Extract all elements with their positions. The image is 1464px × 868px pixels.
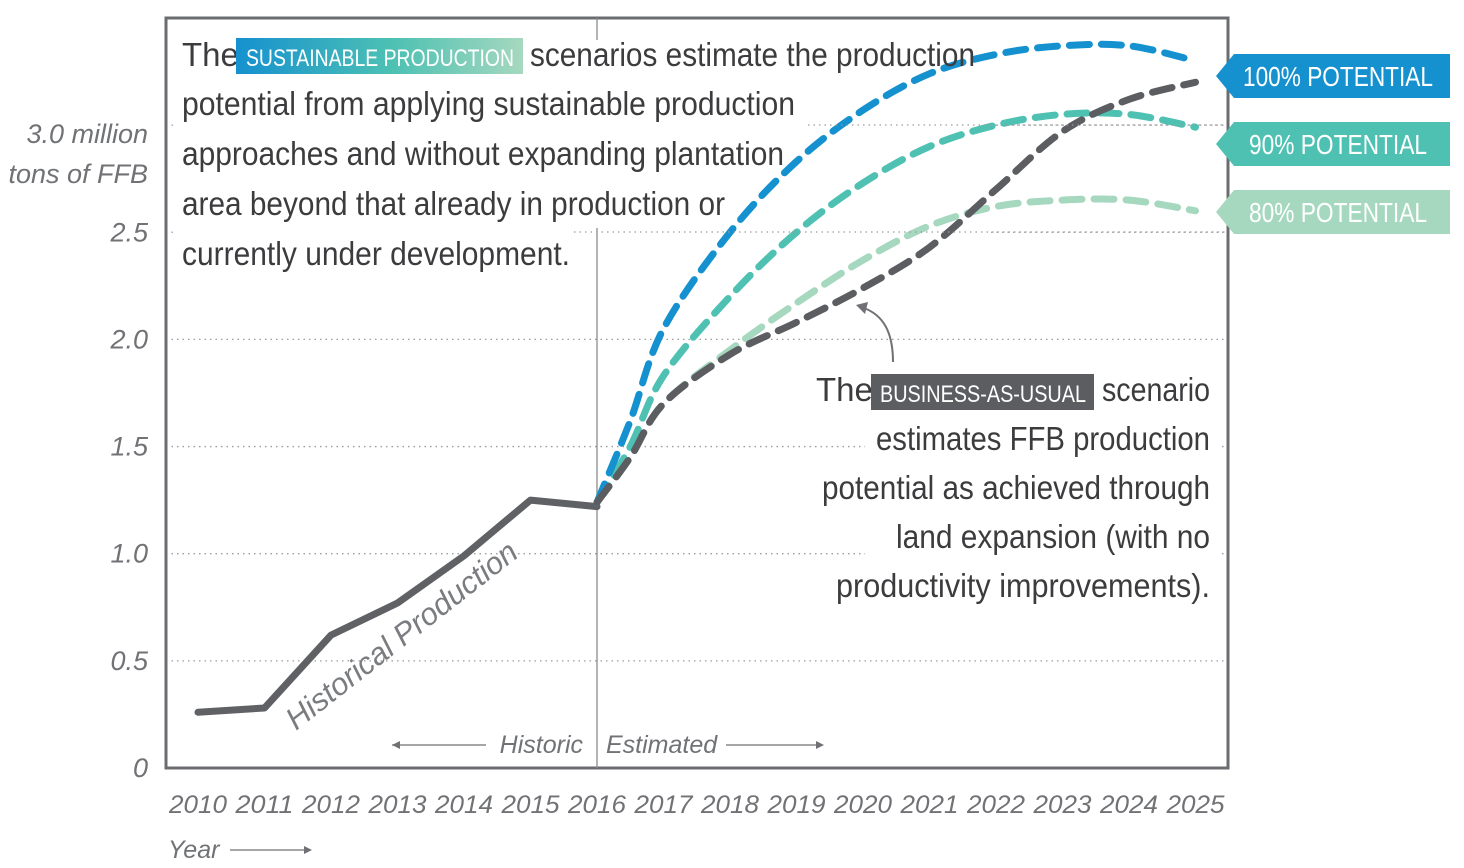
legend-tag-p100 (1216, 54, 1450, 98)
y-tick-label-0-5: 0.5 (110, 646, 149, 676)
sustainable-highlight-text: SUSTAINABLE PRODUCTION (246, 45, 514, 72)
legend-label-p100: 100% POTENTIAL (1243, 61, 1433, 92)
y-tick-label-2-0: 2.0 (109, 324, 148, 354)
y-tick-label-1-0: 1.0 (110, 539, 148, 569)
sustainable-line-4: currently under development. (182, 235, 570, 272)
x-tick-label-2016: 2016 (567, 791, 626, 819)
x-tick-label-2012: 2012 (301, 791, 360, 819)
series-line-p90 (593, 109, 1199, 506)
bau-highlight-text: BUSINESS-AS-USUAL (880, 381, 1086, 408)
series-line-historical (194, 496, 601, 716)
x-tick-label-2013: 2013 (367, 791, 426, 819)
x-tick-label-2020: 2020 (833, 791, 892, 819)
y-tick-label-1-5: 1.5 (110, 432, 149, 462)
historic-label: Historic (500, 731, 584, 759)
y-axis-title-line1: 3.0 million (26, 119, 148, 149)
bau-line-3: land expansion (with no (896, 518, 1210, 555)
bau-line-1: estimates FFB production (876, 420, 1210, 457)
bau-highlight-box (871, 374, 1094, 410)
x-tick-label-2021: 2021 (899, 791, 958, 819)
x-tick-label-2011: 2011 (234, 791, 293, 819)
historical-production-label: Historical Production (279, 534, 525, 737)
sustainable-highlight-box (236, 38, 523, 74)
sustainable-line-2: approaches and without expanding plantat… (182, 135, 784, 172)
sustainable-line-1: potential from applying sustainable prod… (182, 85, 795, 122)
series-group (194, 40, 1199, 716)
legend-label-p90: 90% POTENTIAL (1249, 129, 1427, 160)
y-tick-label-0: 0 (133, 753, 148, 783)
x-tick-label-2019: 2019 (766, 791, 825, 819)
y-axis-title-line2: tons of FFB (8, 159, 148, 189)
series-line-bau (593, 78, 1199, 506)
x-tick-label-2022: 2022 (966, 791, 1025, 819)
x-tick-label-2010: 2010 (168, 791, 227, 819)
legend-tag-p90 (1216, 122, 1450, 166)
legend-tag-p80 (1216, 190, 1450, 234)
annotations: Historical Production The SUSTAINABLE PROD… (182, 36, 1210, 737)
x-tick-label-2018: 2018 (700, 791, 759, 819)
bau-pointer-arrow (863, 307, 894, 363)
bau-line-2: potential as achieved through (822, 469, 1210, 506)
sustainable-line-3: area beyond that already in production o… (182, 185, 725, 222)
bau-suffix: scenario (1102, 371, 1210, 408)
axes: Historic Estimated 0 0.5 1.0 1.5 2.0 2.5 3.0 mil… (8, 119, 1224, 864)
x-tick-label-2017: 2017 (633, 791, 693, 819)
x-tick-label-2015: 2015 (500, 791, 559, 819)
series-line-p100 (593, 40, 1199, 506)
x-axis-arrow-head (304, 846, 312, 854)
x-tick-label-2014: 2014 (434, 791, 493, 819)
historic-arrow-head (392, 741, 400, 749)
bau-line-4: productivity improvements). (836, 567, 1210, 604)
y-tick-label-2-5: 2.5 (109, 217, 149, 247)
legend-label-p80: 80% POTENTIAL (1249, 197, 1427, 228)
sustainable-suffix: scenarios estimate the production (530, 36, 975, 73)
x-tick-label-2023: 2023 (1032, 791, 1091, 819)
estimated-label: Estimated (606, 731, 718, 759)
x-tick-label-2025: 2025 (1165, 791, 1224, 819)
x-tick-label-2024: 2024 (1099, 791, 1158, 819)
x-axis-title: Year (168, 836, 221, 864)
plot-border (164, 16, 1230, 770)
sustainable-prefix: The (182, 36, 239, 73)
bau-prefix: The (816, 371, 873, 408)
bau-pointer-arrowhead (856, 302, 868, 314)
legend-tags: 100% POTENTIAL 90% POTENTIAL 80% POTENTIAL (574, 54, 1450, 234)
estimated-arrow-head (816, 741, 824, 749)
